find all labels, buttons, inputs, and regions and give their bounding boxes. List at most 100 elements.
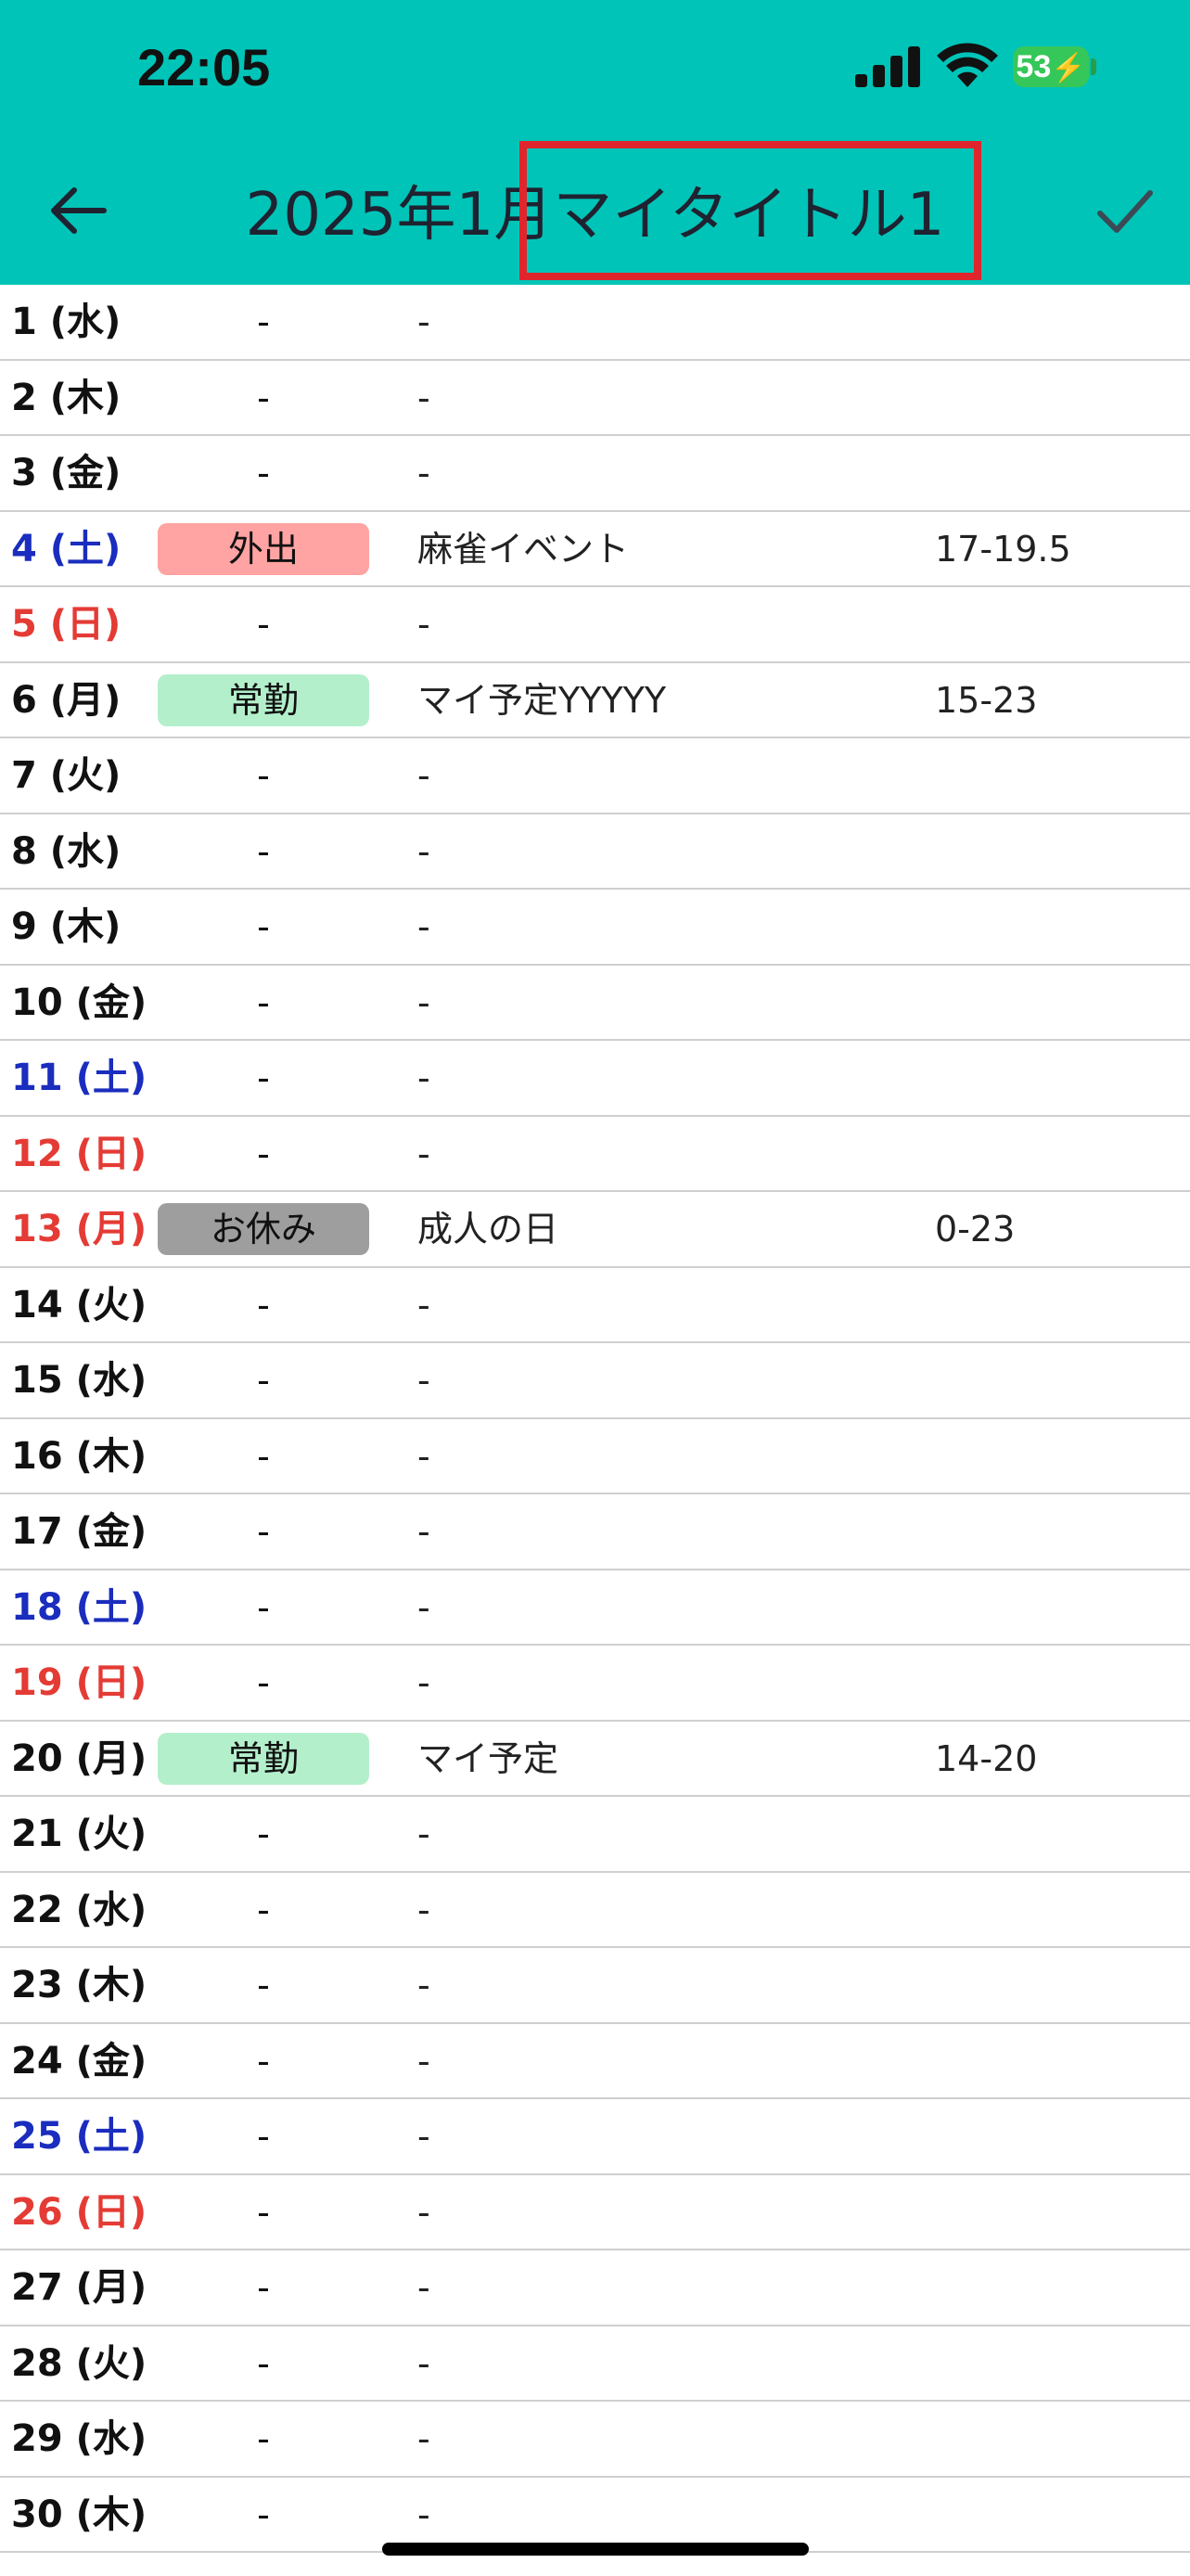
category-badge[interactable]: - <box>257 1435 270 1477</box>
category-badge[interactable]: 常勤 <box>158 1732 369 1785</box>
event-description: - <box>417 1435 430 1477</box>
day-label: 13 (月) <box>11 1208 147 1250</box>
category-badge[interactable]: - <box>257 1586 270 1628</box>
day-row[interactable]: 24 (金) - - <box>0 2024 1190 2099</box>
category-badge[interactable]: - <box>257 1360 270 1401</box>
day-label: 14 (火) <box>11 1283 147 1326</box>
category-badge[interactable]: - <box>257 377 270 418</box>
day-row[interactable]: 12 (日) - - <box>0 1117 1190 1192</box>
day-row[interactable]: 17 (金) - - <box>0 1494 1190 1570</box>
category-badge[interactable]: - <box>257 1057 270 1098</box>
day-row[interactable]: 4 (土) 外出 麻雀イベント 17-19.5 <box>0 512 1190 587</box>
wifi-icon <box>937 43 998 87</box>
day-row[interactable]: 29 (水) - - <box>0 2402 1190 2478</box>
day-label: 27 (月) <box>11 2266 147 2309</box>
day-row[interactable]: 6 (月) 常勤 マイ予定YYYYY 15-23 <box>0 663 1190 738</box>
day-row[interactable]: 21 (火) - - <box>0 1797 1190 1873</box>
day-label: 11 (土) <box>11 1057 147 1099</box>
day-label: 28 (火) <box>11 2341 147 2385</box>
category-badge[interactable]: - <box>257 755 270 796</box>
category-badge[interactable]: - <box>257 2267 270 2308</box>
category-badge[interactable]: - <box>257 2191 270 2233</box>
day-row[interactable]: 8 (水) - - <box>0 814 1190 890</box>
day-row[interactable]: 16 (木) - - <box>0 1419 1190 1494</box>
day-row[interactable]: 11 (土) - - <box>0 1041 1190 1117</box>
day-row[interactable]: 26 (日) - - <box>0 2175 1190 2250</box>
day-row[interactable]: 2 (木) - - <box>0 361 1190 436</box>
day-label: 1 (水) <box>11 301 122 343</box>
category-badge[interactable]: - <box>257 2342 270 2384</box>
day-row[interactable]: 30 (木) - - <box>0 2478 1190 2553</box>
event-description: - <box>417 1889 430 1930</box>
day-label: 15 (水) <box>11 1359 147 1402</box>
day-row[interactable]: 7 (火) - - <box>0 738 1190 814</box>
day-row[interactable]: 25 (土) - - <box>0 2099 1190 2175</box>
event-description: - <box>417 453 430 493</box>
category-badge[interactable]: - <box>257 301 270 342</box>
event-description: - <box>417 1511 430 1552</box>
category-badge[interactable]: - <box>257 2116 270 2157</box>
category-badge[interactable]: 常勤 <box>158 673 369 726</box>
day-row[interactable]: 9 (木) - - <box>0 890 1190 966</box>
category-badge[interactable]: - <box>257 981 270 1023</box>
category-badge[interactable]: お休み <box>158 1203 369 1255</box>
day-row[interactable]: 1 (水) - - <box>0 285 1190 361</box>
day-row[interactable]: 23 (木) - - <box>0 1948 1190 2024</box>
event-description: - <box>417 1965 430 2006</box>
event-description: - <box>417 2342 430 2384</box>
event-description: - <box>417 1057 430 1098</box>
battery-tip <box>1091 58 1096 75</box>
event-description: - <box>417 377 430 418</box>
day-row[interactable]: 19 (日) - - <box>0 1646 1190 1722</box>
event-description: - <box>417 2267 430 2308</box>
category-badge[interactable]: - <box>257 2040 270 2082</box>
day-row[interactable]: 20 (月) 常勤 マイ予定 14-20 <box>0 1722 1190 1797</box>
event-description: - <box>417 1284 430 1326</box>
category-badge[interactable]: - <box>257 906 270 947</box>
event-description: - <box>417 1662 430 1703</box>
category-badge[interactable]: - <box>257 1511 270 1552</box>
day-label: 12 (日) <box>11 1132 147 1175</box>
day-row[interactable]: 14 (火) - - <box>0 1268 1190 1343</box>
day-row[interactable]: 5 (日) - - <box>0 587 1190 663</box>
category-badge[interactable]: - <box>257 1813 270 1854</box>
day-row[interactable]: 13 (月) お休み 成人の日 0-23 <box>0 1192 1190 1268</box>
event-description: - <box>417 2116 430 2157</box>
event-description: - <box>417 2040 430 2082</box>
status-time: 22:05 <box>137 38 271 96</box>
event-description: マイ予定YYYYY <box>417 679 667 721</box>
category-badge[interactable]: - <box>257 1889 270 1930</box>
category-badge[interactable]: - <box>257 1133 270 1174</box>
category-badge[interactable]: - <box>257 604 270 645</box>
home-indicator <box>382 2543 809 2556</box>
day-label: 4 (土) <box>11 527 122 570</box>
day-row[interactable]: 27 (月) - - <box>0 2250 1190 2326</box>
category-badge[interactable]: - <box>257 1662 270 1703</box>
category-badge[interactable]: - <box>257 453 270 493</box>
event-hours: 14-20 <box>935 1737 1038 1779</box>
day-row[interactable]: 18 (土) - - <box>0 1570 1190 1646</box>
category-badge[interactable]: - <box>257 1284 270 1326</box>
category-badge[interactable]: - <box>257 1965 270 2006</box>
day-label: 30 (木) <box>11 2493 147 2536</box>
day-row[interactable]: 15 (水) - - <box>0 1343 1190 1419</box>
day-label: 20 (月) <box>11 1737 147 1780</box>
day-row[interactable]: 28 (火) - - <box>0 2326 1190 2402</box>
back-arrow-icon[interactable] <box>45 176 113 245</box>
event-hours: 15-23 <box>935 679 1038 721</box>
category-badge[interactable]: - <box>257 2418 270 2459</box>
category-badge[interactable]: - <box>257 830 270 872</box>
event-description: - <box>417 830 430 872</box>
day-row[interactable]: 22 (水) - - <box>0 1873 1190 1948</box>
category-badge[interactable]: 外出 <box>158 522 369 575</box>
category-badge[interactable]: - <box>257 2493 270 2535</box>
day-label: 22 (水) <box>11 1888 147 1931</box>
highlight-box <box>519 141 981 280</box>
event-description: - <box>417 981 430 1023</box>
day-row[interactable]: 3 (金) - - <box>0 436 1190 512</box>
checkmark-icon[interactable] <box>1091 176 1159 245</box>
app-header: 22:05 53⚡ 2025年1月マイタイトル1 <box>0 0 1190 285</box>
day-label: 16 (木) <box>11 1434 147 1478</box>
day-row[interactable]: 10 (金) - - <box>0 966 1190 1041</box>
day-label: 24 (金) <box>11 2039 147 2083</box>
